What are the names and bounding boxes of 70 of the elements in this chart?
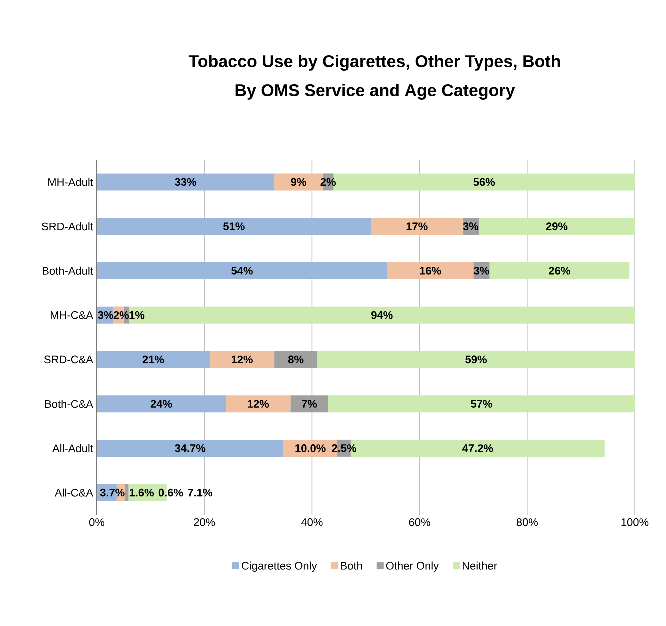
data-label: 34.7% <box>175 444 206 452</box>
x-tick-label: 20% <box>194 518 216 526</box>
data-label: 21% <box>142 356 164 364</box>
bar <box>478 218 636 236</box>
data-label: 8% <box>288 356 304 364</box>
data-label: 56% <box>474 178 496 186</box>
data-label: 3.7% <box>100 488 125 497</box>
legend-label: Other Only <box>386 562 440 572</box>
bar <box>290 396 328 413</box>
bar <box>97 351 210 368</box>
data-label: 47.2% <box>462 444 494 452</box>
x-tick-label: 80% <box>516 518 538 526</box>
x-tick-label: 60% <box>409 518 430 526</box>
y-tick-label: MH-Adult <box>48 178 94 186</box>
bar <box>97 262 388 280</box>
bar <box>126 484 129 502</box>
data-label: 1% <box>130 311 145 320</box>
bar <box>97 174 275 191</box>
bar <box>97 396 226 413</box>
data-label: 51% <box>224 222 245 230</box>
legend-label: Cigarettes Only <box>242 562 318 572</box>
data-label: 16% <box>420 267 442 275</box>
data-label: 3% <box>98 311 114 320</box>
bar <box>328 396 636 413</box>
y-tick-label: SRD-C&A <box>44 356 94 364</box>
data-label: 17% <box>406 222 428 230</box>
y-tick-label: Both-Adult <box>43 266 94 275</box>
data-label: 33% <box>175 178 196 186</box>
y-tick-label: SRD-Adult <box>42 222 94 231</box>
data-label: 7% <box>302 400 318 408</box>
bar <box>97 218 372 236</box>
data-label: 2% <box>114 311 130 320</box>
data-label: 24% <box>150 400 172 408</box>
y-tick-label: MH-C&A <box>50 311 94 320</box>
data-label: 9% <box>291 178 306 186</box>
x-tick-label: 100% <box>622 518 649 526</box>
bar <box>129 306 636 324</box>
data-label: 54% <box>232 267 253 275</box>
y-tick-label: Both-C&A <box>45 400 94 408</box>
bar <box>226 396 291 413</box>
chart-subtitle: By OMS Service and Age Category <box>236 84 516 100</box>
data-label: 29% <box>546 222 568 230</box>
data-label: 2% <box>320 178 336 186</box>
data-label: 1.6% <box>130 488 154 497</box>
bar <box>274 351 318 368</box>
bar <box>490 262 630 280</box>
bar <box>371 218 463 236</box>
bar <box>210 351 275 368</box>
data-label: 59% <box>466 356 488 364</box>
y-tick-label: All-Adult <box>52 444 94 452</box>
data-label: 10.0% <box>296 444 326 452</box>
x-tick-label: 0% <box>89 518 105 526</box>
data-label: 0.6% <box>158 488 184 497</box>
chart-title: Tobacco Use by Cigarettes, Other Types, Both <box>188 55 560 71</box>
data-label: 94% <box>372 311 393 320</box>
bar <box>388 262 474 280</box>
data-label: 12% <box>232 356 253 364</box>
data-label: 12% <box>248 400 270 408</box>
legend-label: Both <box>341 562 362 570</box>
bar <box>97 440 284 457</box>
bar <box>318 351 636 368</box>
data-label: 2.5% <box>332 444 356 452</box>
legend-label: Neither <box>462 562 498 570</box>
data-label: 3% <box>474 267 490 275</box>
data-label: 26% <box>549 267 570 275</box>
x-tick-label: 40% <box>301 518 323 526</box>
data-label: 7.1% <box>188 488 212 497</box>
data-label: 57% <box>471 400 492 408</box>
y-tick-label: All-C&A <box>54 488 94 497</box>
data-label: 3% <box>463 222 479 230</box>
